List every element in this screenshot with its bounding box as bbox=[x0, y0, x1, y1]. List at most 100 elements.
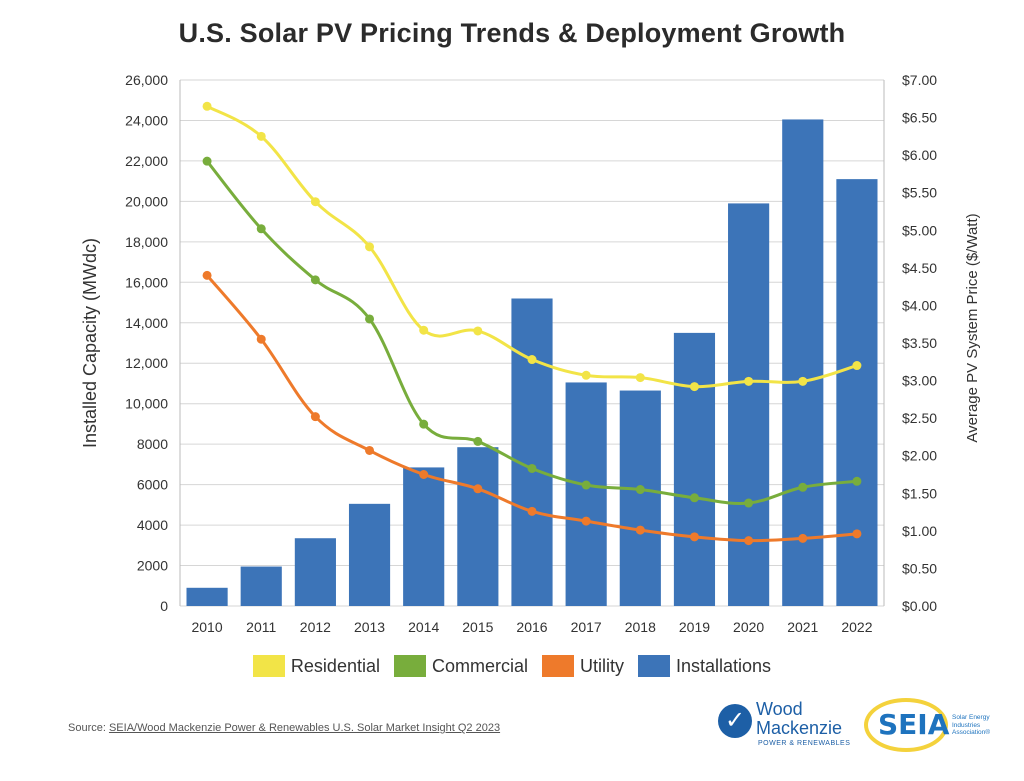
point-residential bbox=[744, 376, 754, 386]
y-tick-label: 20,000 bbox=[125, 193, 168, 209]
y2-tick-label: $7.00 bbox=[902, 72, 937, 88]
seia-tagline: Solar Energy Industries Association® bbox=[952, 714, 991, 736]
x-tick-label: 2010 bbox=[191, 619, 222, 635]
point-utility bbox=[419, 470, 429, 479]
point-commercial bbox=[581, 480, 591, 490]
x-tick-label: 2017 bbox=[571, 619, 602, 635]
legend-swatch-residential bbox=[252, 655, 285, 677]
point-residential bbox=[365, 242, 375, 252]
y2-tick-label: $5.00 bbox=[902, 222, 937, 238]
y2-tick-label: $6.00 bbox=[902, 147, 937, 163]
y-tick-label: 2000 bbox=[137, 558, 168, 574]
point-commercial bbox=[256, 224, 266, 234]
bar-installations bbox=[403, 467, 445, 606]
x-tick-label: 2013 bbox=[354, 619, 385, 635]
point-residential bbox=[798, 376, 808, 386]
point-residential bbox=[852, 361, 862, 371]
bar-installations bbox=[457, 447, 499, 606]
bar-installations bbox=[619, 390, 661, 606]
seia-logo: SEIA Solar Energy Industries Association… bbox=[864, 696, 1014, 758]
y-tick-label: 4000 bbox=[137, 517, 168, 533]
point-commercial bbox=[419, 419, 429, 429]
point-commercial bbox=[365, 314, 375, 324]
y2-tick-label: $0.50 bbox=[902, 560, 937, 576]
y2-tick-label: $4.00 bbox=[902, 297, 937, 313]
x-tick-label: 2014 bbox=[408, 619, 439, 635]
point-utility bbox=[473, 484, 483, 494]
legend-label-installations: Installations bbox=[676, 655, 772, 676]
y2-tick-label: $0.00 bbox=[902, 598, 937, 614]
y-tick-label: 10,000 bbox=[125, 396, 168, 412]
point-utility bbox=[365, 445, 375, 455]
point-commercial bbox=[202, 156, 212, 166]
y2-tick-label: $1.00 bbox=[902, 523, 937, 539]
point-residential bbox=[256, 131, 266, 141]
y-axis-title: Installed Capacity (MWdc) bbox=[80, 238, 100, 448]
bar-installations bbox=[240, 566, 282, 606]
x-tick-label: 2019 bbox=[679, 619, 710, 635]
y2-tick-label: $4.50 bbox=[902, 260, 937, 276]
legend-swatch-commercial bbox=[393, 655, 426, 677]
point-utility bbox=[798, 533, 808, 543]
point-residential bbox=[527, 355, 537, 365]
seia-sun-ring-icon bbox=[864, 698, 948, 752]
bar-installations bbox=[782, 119, 824, 606]
y-tick-label: 18,000 bbox=[125, 234, 168, 250]
point-residential bbox=[473, 326, 483, 336]
point-residential bbox=[635, 373, 645, 383]
source-prefix: Source: bbox=[68, 722, 109, 734]
point-residential bbox=[310, 197, 320, 207]
y-tick-label: 6000 bbox=[137, 477, 168, 493]
y-tick-label: 22,000 bbox=[125, 153, 168, 169]
point-residential bbox=[419, 325, 429, 335]
wood-mackenzie-check-icon: ✓ bbox=[718, 704, 752, 738]
x-tick-label: 2018 bbox=[625, 619, 656, 635]
point-utility bbox=[310, 412, 320, 422]
legend-label-utility: Utility bbox=[580, 655, 624, 676]
y-tick-label: 24,000 bbox=[125, 112, 168, 128]
y2-tick-label: $3.00 bbox=[902, 373, 937, 389]
point-commercial bbox=[527, 463, 537, 473]
legend-label-commercial: Commercial bbox=[431, 655, 528, 676]
y-tick-label: 14,000 bbox=[125, 315, 168, 331]
y2-axis-title: Average PV System Price ($/Watt) bbox=[964, 213, 981, 442]
point-utility bbox=[635, 525, 645, 535]
legend-swatch-installations bbox=[638, 655, 670, 677]
legend-swatch-utility bbox=[542, 655, 574, 677]
point-commercial bbox=[635, 485, 645, 495]
y2-tick-label: $2.50 bbox=[902, 410, 937, 426]
y-tick-label: 12,000 bbox=[125, 355, 168, 371]
source-note: Source: SEIA/Wood Mackenzie Power & Rene… bbox=[68, 722, 500, 734]
x-tick-label: 2016 bbox=[516, 619, 547, 635]
y2-tick-label: $5.50 bbox=[902, 185, 937, 201]
y-tick-label: 8000 bbox=[137, 436, 168, 452]
y-tick-label: 0 bbox=[160, 598, 168, 614]
bar-installations bbox=[511, 298, 553, 606]
y2-tick-label: $1.50 bbox=[902, 485, 937, 501]
legend-item-utility: Utility bbox=[542, 655, 624, 677]
point-commercial bbox=[798, 482, 808, 492]
x-tick-label: 2011 bbox=[246, 619, 276, 635]
seia-wordmark: SEIA bbox=[878, 708, 950, 741]
bar-installations bbox=[673, 332, 716, 606]
point-commercial bbox=[744, 498, 754, 508]
legend-label-residential: Residential bbox=[290, 655, 380, 676]
point-residential bbox=[581, 370, 591, 380]
y-tick-label: 16,000 bbox=[125, 274, 168, 290]
x-tick-label: 2015 bbox=[462, 619, 493, 635]
point-commercial bbox=[852, 476, 862, 486]
wood-mackenzie-wordmark: Wood Mackenzie bbox=[756, 699, 843, 738]
x-tick-label: 2012 bbox=[300, 619, 331, 635]
legend-item-residential: Residential bbox=[252, 655, 380, 677]
point-residential bbox=[689, 382, 699, 392]
bar-installations bbox=[348, 503, 391, 606]
legend-item-installations: Installations bbox=[638, 655, 771, 677]
point-utility bbox=[202, 270, 212, 280]
x-tick-label: 2021 bbox=[787, 619, 818, 635]
point-utility bbox=[581, 516, 591, 526]
x-tick-label: 2022 bbox=[841, 619, 872, 635]
bar-installations bbox=[186, 587, 228, 606]
legend-item-commercial: Commercial bbox=[393, 655, 528, 677]
source-link[interactable]: SEIA/Wood Mackenzie Power & Renewables U… bbox=[108, 722, 501, 734]
